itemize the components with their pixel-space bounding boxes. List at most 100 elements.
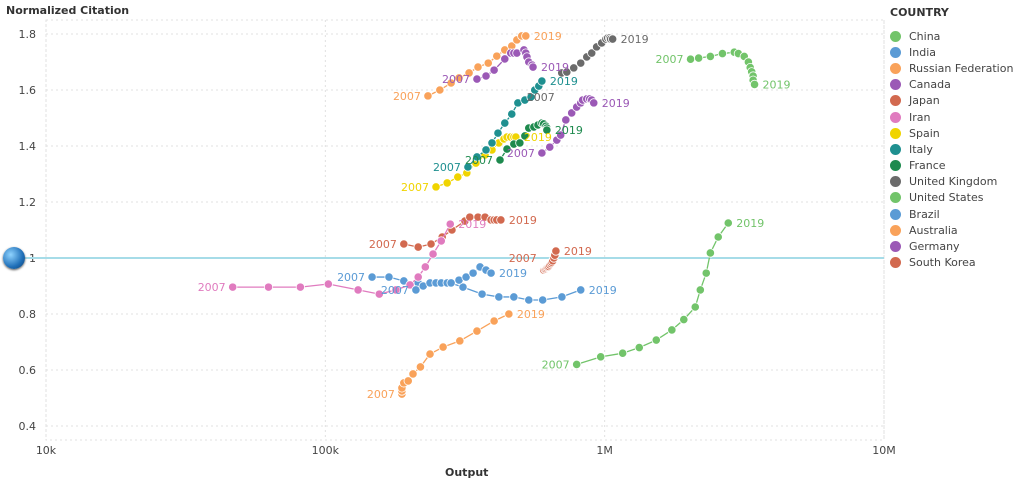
data-point	[576, 58, 586, 68]
data-point	[446, 278, 456, 288]
y-tick-label: 0.4	[19, 420, 37, 433]
legend-label: South Korea	[909, 256, 976, 270]
series-south-korea	[539, 246, 561, 275]
legend-label: China	[909, 29, 941, 43]
data-point	[468, 268, 478, 278]
data-point	[426, 239, 436, 249]
end-year-label: 2019	[736, 217, 764, 230]
series-line	[401, 313, 510, 395]
data-point	[495, 155, 505, 165]
data-point	[561, 115, 571, 125]
data-point	[567, 108, 577, 118]
legend-item[interactable]: Spain	[890, 125, 1013, 141]
data-point	[408, 369, 418, 379]
data-point	[537, 148, 547, 158]
data-point	[694, 53, 704, 63]
legend-label: Russian Federation	[909, 61, 1014, 75]
data-point	[509, 292, 519, 302]
data-point	[454, 73, 464, 83]
data-point	[596, 352, 606, 362]
data-point	[477, 289, 487, 299]
end-year-label: 2019	[550, 75, 578, 88]
legend-swatch	[890, 241, 901, 253]
data-point	[608, 34, 618, 44]
data-point	[528, 62, 538, 72]
legend-item[interactable]: Germany	[890, 238, 1013, 254]
data-point	[557, 292, 567, 302]
data-point	[323, 279, 333, 289]
legend-item[interactable]: France	[890, 158, 1013, 174]
legend-item[interactable]: Japan	[890, 93, 1013, 109]
data-point	[551, 246, 561, 256]
start-year-label: 2007	[381, 284, 409, 297]
data-point	[618, 348, 628, 358]
end-year-label: 2019	[564, 245, 592, 258]
start-year-label: 2007	[337, 271, 365, 284]
legend-item[interactable]: Canada	[890, 77, 1013, 93]
start-year-label: 2007	[527, 91, 555, 104]
data-point	[228, 282, 238, 292]
data-point	[524, 295, 534, 305]
legend-swatch	[890, 30, 901, 42]
start-year-label: 2007	[369, 238, 397, 251]
legend-swatch	[890, 143, 901, 155]
data-point	[436, 236, 446, 246]
data-point	[472, 152, 482, 162]
data-point	[425, 349, 435, 359]
data-point	[695, 285, 705, 295]
legend-label: Italy	[909, 142, 933, 156]
legend-item[interactable]: Russian Federation	[890, 60, 1013, 76]
y-tick-label: 1.4	[19, 140, 37, 153]
data-point	[461, 272, 471, 282]
legend-item[interactable]: South Korea	[890, 255, 1013, 271]
legend-swatch	[890, 95, 901, 107]
data-point	[515, 138, 525, 148]
data-point	[481, 145, 491, 155]
data-point	[438, 342, 448, 352]
data-point	[502, 144, 512, 154]
legend-swatch	[890, 111, 901, 123]
legend-label: Canada	[909, 78, 951, 92]
legend-swatch	[890, 127, 901, 139]
data-point	[472, 326, 482, 336]
data-point	[384, 272, 394, 282]
start-year-label: 2007	[509, 252, 537, 265]
data-point	[472, 74, 482, 84]
data-point	[545, 142, 555, 152]
start-year-label: 2007	[367, 388, 395, 401]
legend-item[interactable]: United States	[890, 190, 1013, 206]
legend-swatch	[890, 62, 901, 74]
legend-item[interactable]: Brazil	[890, 206, 1013, 222]
legend-item[interactable]: Australia	[890, 222, 1013, 238]
data-point	[493, 128, 503, 138]
legend-label: France	[909, 159, 946, 173]
data-point	[526, 92, 536, 102]
legend-swatch	[890, 208, 901, 220]
data-point	[500, 54, 510, 64]
data-point	[367, 272, 377, 282]
data-point	[749, 79, 760, 90]
start-year-label: 2007	[442, 73, 470, 86]
legend-item[interactable]: Italy	[890, 141, 1013, 157]
data-point	[353, 285, 363, 295]
data-point	[496, 215, 506, 225]
data-point	[507, 109, 517, 119]
legend-label: Spain	[909, 126, 940, 140]
legend-item[interactable]: United Kingdom	[890, 174, 1013, 190]
data-point	[667, 325, 677, 335]
legend-item[interactable]: Iran	[890, 109, 1013, 125]
legend-item[interactable]: China	[890, 28, 1013, 44]
data-point	[562, 67, 572, 77]
start-year-label: 2007	[393, 90, 421, 103]
end-year-label: 2019	[534, 30, 562, 43]
data-point	[413, 272, 423, 282]
data-point	[589, 98, 599, 108]
data-point	[428, 249, 438, 259]
data-point	[473, 62, 483, 72]
data-point	[651, 335, 661, 345]
legend-item[interactable]: India	[890, 44, 1013, 60]
data-point	[420, 262, 430, 272]
data-point	[464, 68, 474, 78]
